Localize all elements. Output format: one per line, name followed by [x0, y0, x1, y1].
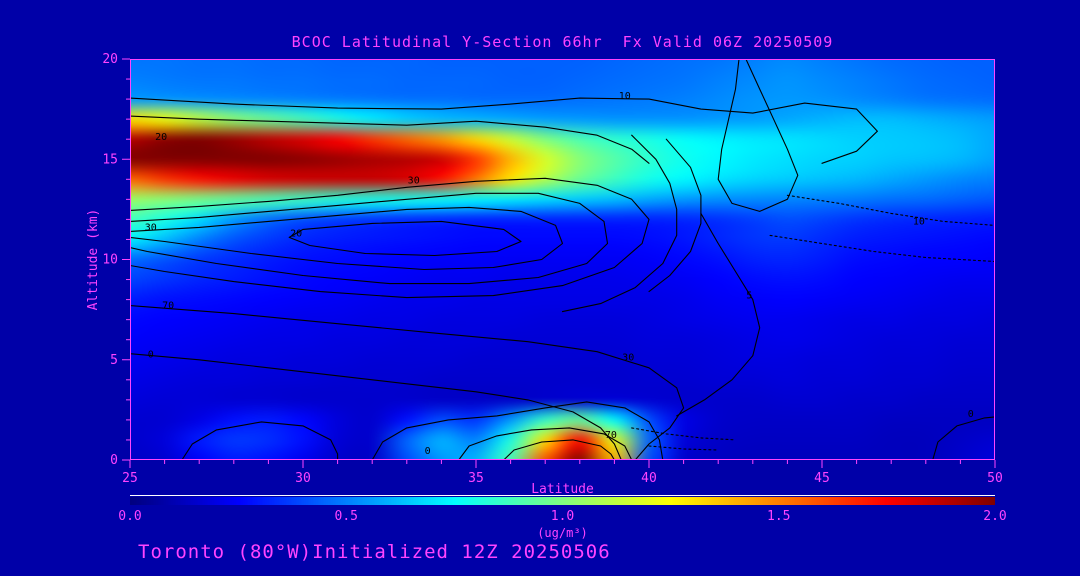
contour-line: [130, 177, 650, 299]
contour-line-layer: 10 20 30 20 30 70 0 30 5 70 0 10 0: [130, 59, 995, 460]
y-axis-label: Altitude (km): [86, 209, 101, 311]
colorbar-tick-label: 1.5: [767, 509, 791, 524]
colorbar-tick-label: 0.5: [334, 509, 358, 524]
contour-line: [561, 134, 678, 313]
footer-text: Toronto (80°W)Initialized 12Z 20250506: [138, 541, 611, 563]
x-tick-label: 50: [987, 471, 1003, 486]
x-tick-label: 45: [814, 471, 830, 486]
y-tick-label: 10: [102, 253, 118, 268]
contour-line: [503, 439, 615, 460]
x-tick-label: 35: [468, 471, 484, 486]
contour-label: 0: [968, 409, 974, 420]
contour-line: [130, 97, 878, 164]
contour-line: [786, 194, 995, 226]
contour-label: 30: [408, 175, 420, 186]
y-tick-label: 0: [110, 453, 118, 468]
colorbar-tick-labels: 0.0 0.5 1.0 1.5 2.0: [118, 509, 1006, 525]
contour-line: [130, 353, 622, 460]
contour-label: 10: [913, 216, 925, 227]
x-tick-label: 40: [641, 471, 657, 486]
contour-line: [648, 445, 719, 451]
chart-title: BCOC Latitudinal Y-Section 66hr Fx Valid…: [291, 33, 834, 51]
colorbar-units-label: (ug/m³): [537, 526, 588, 540]
contour-line: [130, 305, 685, 460]
contour-line: [130, 192, 609, 285]
plot-area: 10 20 30 20 30 70 0 30 5 70 0 10 0: [130, 59, 995, 460]
colorbar-tick-label: 0.0: [118, 509, 142, 524]
colorbar-tick-label: 2.0: [983, 509, 1007, 524]
contour-line: [631, 427, 737, 441]
contour-label: 20: [290, 228, 302, 239]
contour-label: 10: [619, 91, 631, 102]
y-tick-label: 20: [102, 52, 118, 67]
contour-line: [932, 416, 995, 460]
y-tick-label: 5: [110, 353, 118, 368]
contour-line: [181, 421, 339, 460]
contour-label: 70: [605, 430, 617, 441]
contour-label: 70: [162, 301, 174, 312]
contour-label: 0: [425, 446, 431, 457]
y-tick-label: 15: [102, 152, 118, 167]
contour-label: 30: [145, 222, 157, 233]
x-tick-label: 25: [122, 471, 138, 486]
colorbar: [130, 497, 995, 505]
colorbar-tick-label: 1.0: [550, 509, 575, 524]
colorbar-top-border: [130, 495, 995, 496]
contour-label: 30: [622, 353, 634, 364]
contour-line: [676, 212, 761, 417]
contour-label: 0: [148, 350, 154, 361]
contour-line: [288, 220, 522, 257]
contour-line: [717, 59, 799, 212]
contour-line: [130, 115, 650, 164]
contour-label: 20: [155, 132, 167, 143]
contour-label: 5: [746, 291, 752, 302]
contour-line: [371, 401, 664, 460]
x-tick-label: 30: [295, 471, 311, 486]
contour-line: [769, 234, 995, 263]
